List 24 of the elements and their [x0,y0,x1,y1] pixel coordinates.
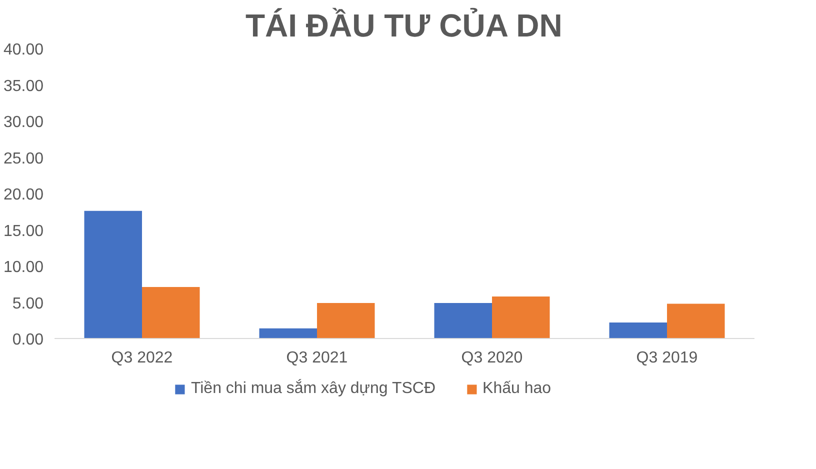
y-tick-label: 30.00 [3,114,44,131]
bar [434,302,492,338]
bar [317,302,375,338]
x-tick-label: Q3 2021 [286,350,348,366]
y-tick-label: 5.00 [12,295,44,312]
legend-label: Tiền chi mua sắm xây dựng TSCĐ [190,380,436,398]
x-tick-label: Q3 2020 [461,350,523,366]
x-tick-label: Q3 2019 [636,350,698,366]
chart-title: TÁI ĐẦU TƯ CỦA DN [245,8,562,44]
bar [609,322,667,338]
bar [667,304,725,338]
y-tick-label: 40.00 [3,42,44,58]
y-tick-label: 15.00 [3,222,44,240]
y-tick-label: 0.00 [12,332,44,348]
bar [259,328,317,338]
y-tick-label: 25.00 [3,150,44,168]
y-tick-label: 35.00 [3,78,44,95]
legend-label: Khấu hao [482,380,552,398]
y-tick-label: 10.00 [3,259,44,276]
x-tick-label: Q3 2022 [111,350,173,366]
y-tick-label: 20.00 [3,186,44,204]
bar [492,296,550,338]
bar [84,210,142,338]
bar [142,287,200,338]
